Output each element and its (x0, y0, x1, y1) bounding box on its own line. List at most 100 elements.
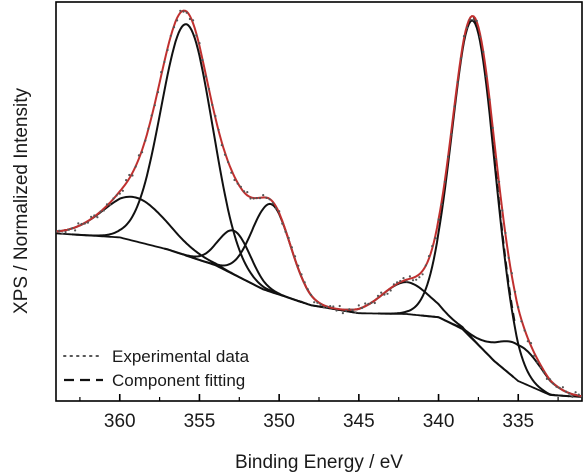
experimental-point (255, 197, 258, 200)
experimental-point (131, 174, 134, 177)
experimental-point (580, 395, 582, 398)
experimental-point (539, 366, 542, 369)
experimental-point (160, 71, 163, 74)
experimental-point (141, 151, 144, 154)
experimental-point (58, 229, 61, 232)
experimental-point (434, 237, 437, 240)
experimental-point (437, 218, 440, 221)
experimental-point (128, 173, 131, 177)
experimental-point (571, 395, 574, 398)
experimental-point (300, 273, 303, 276)
experimental-point (313, 301, 316, 304)
experimental-point (109, 203, 112, 206)
experimental-point (246, 191, 249, 194)
experimental-point (134, 165, 137, 168)
experimental-point (386, 292, 389, 295)
experimental-point (456, 81, 459, 84)
x-tick-label: 340 (423, 411, 455, 432)
experimental-point (118, 192, 121, 195)
experimental-point (364, 302, 367, 305)
x-axis-ticks: 360 355 350 345 340 335 (79, 394, 559, 432)
experimental-point (290, 246, 293, 249)
experimental-point (466, 26, 469, 29)
experimental-point (204, 75, 207, 78)
experimental-point (555, 385, 558, 388)
experimental-point (271, 202, 274, 205)
experimental-point (192, 19, 195, 22)
experimental-point (545, 377, 549, 380)
x-axis-title: Binding Energy / eV (235, 452, 403, 473)
experimental-point (402, 277, 405, 280)
experimental-point (478, 35, 482, 38)
x-tick-label: 350 (263, 411, 295, 432)
component-peak-7 (420, 314, 582, 398)
experimental-point (182, 10, 185, 13)
experimental-point (115, 194, 118, 197)
experimental-point (431, 245, 434, 248)
experimental-point (338, 304, 341, 308)
experimental-point (201, 58, 204, 62)
experimental-point (415, 278, 418, 281)
experimental-point (459, 57, 462, 60)
experimental-point (93, 214, 96, 217)
experimental-point (56, 230, 58, 233)
experimental-point (281, 222, 284, 225)
experimental-point (424, 264, 427, 267)
experimental-point (529, 342, 533, 345)
experimental-point (418, 276, 421, 279)
experimental-point (367, 302, 370, 305)
experimental-point (172, 26, 176, 29)
experimental-point (166, 48, 169, 52)
experimental-point (577, 393, 580, 396)
experimental-point (482, 50, 485, 54)
experimental-point (510, 272, 513, 275)
experimental-point (574, 391, 577, 394)
experimental-point (284, 230, 287, 233)
component-peak-1 (71, 23, 302, 303)
experimental-point (294, 255, 297, 258)
experimental-point (105, 203, 109, 206)
x-tick-label: 360 (104, 411, 136, 432)
curves-group (56, 9, 582, 398)
experimental-point (383, 293, 386, 296)
experimental-point (523, 329, 526, 332)
experimental-point (536, 361, 539, 364)
experimental-point (498, 180, 501, 183)
x-tick-label: 335 (502, 411, 534, 432)
experimental-point (542, 370, 545, 373)
experimental-point (185, 11, 188, 14)
experimental-point (125, 179, 128, 182)
experimental-point (332, 305, 335, 308)
experimental-point (348, 308, 351, 311)
experimental-point (443, 180, 446, 183)
y-axis-title: XPS / Normalized Intensity (11, 88, 32, 314)
experimental-point (370, 301, 373, 304)
experimental-point (549, 378, 552, 381)
component-peak-4 (184, 202, 358, 314)
experimental-point (147, 127, 150, 130)
experimental-point (249, 197, 252, 200)
experimental-point (121, 189, 124, 192)
experimental-point (90, 215, 93, 218)
experimental-point (526, 340, 529, 343)
experimental-point (227, 161, 230, 164)
experimental-point (70, 227, 73, 230)
experimental-point (408, 275, 411, 278)
experimental-point (392, 283, 395, 286)
experimental-point (214, 114, 217, 118)
experimental-point (507, 256, 510, 259)
experimental-point (322, 306, 325, 309)
experimental-point (153, 104, 156, 107)
legend-experimental-label: Experimental data (112, 347, 250, 366)
experimental-point (80, 222, 83, 226)
experimental-point (243, 190, 246, 193)
component-peak-5 (299, 281, 515, 378)
experimental-point (421, 273, 424, 276)
experimental-point (74, 229, 77, 232)
experimental-point (325, 306, 329, 309)
legend-fitting-label: Component fitting (112, 371, 245, 390)
experimental-point (61, 232, 64, 235)
experimental-point (453, 105, 456, 108)
experimental-point (514, 290, 517, 293)
